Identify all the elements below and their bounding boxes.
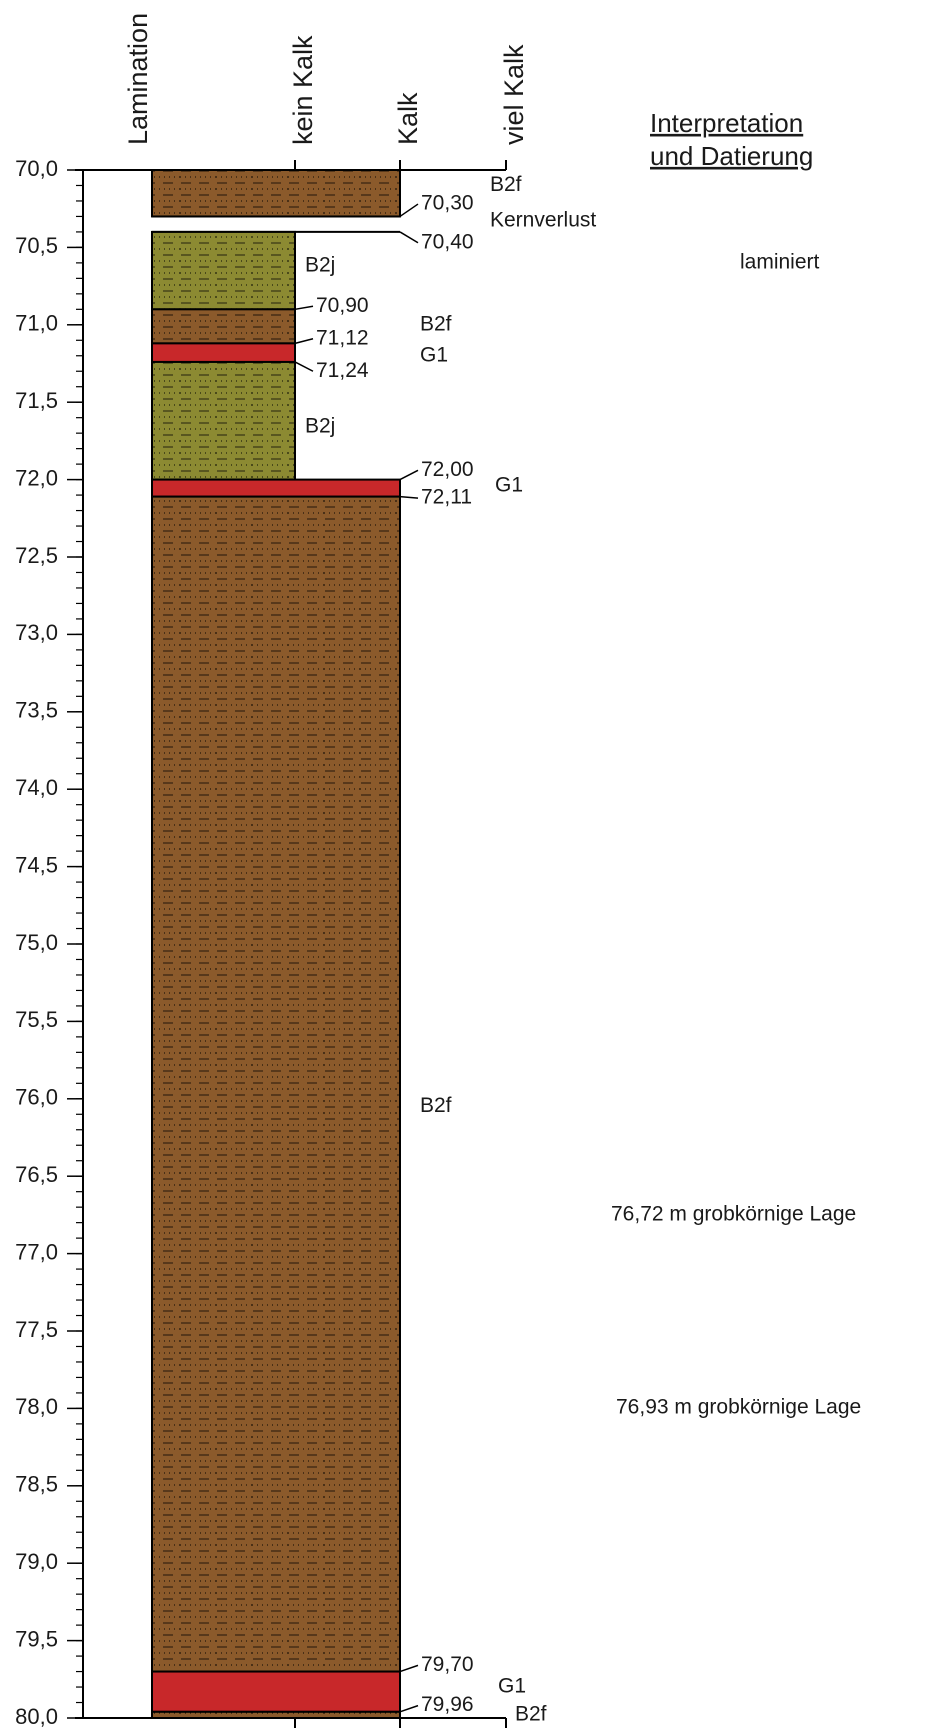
depth-label: 73,5 — [15, 698, 58, 723]
boundary-label: 70,40 — [421, 230, 474, 253]
depth-label: 80,0 — [15, 1704, 58, 1729]
boundary-label: 72,11 — [421, 486, 472, 509]
boundary-leader — [399, 1704, 419, 1713]
depth-label: 71,0 — [15, 311, 58, 336]
column-headers: Lamination kein Kalk Kalk viel Kalk — [123, 13, 529, 145]
depth-label: 71,5 — [15, 388, 58, 413]
layer — [152, 1671, 400, 1712]
column-header: Lamination — [123, 13, 153, 145]
layer-label: B2j — [305, 254, 335, 277]
layer-label: G1 — [498, 1675, 526, 1698]
boundary-leader — [399, 495, 419, 499]
depth-label: 70,0 — [15, 156, 58, 181]
interpretation-note: laminiert — [740, 251, 820, 274]
depth-label: 74,5 — [15, 852, 58, 877]
boundary-leader — [294, 338, 314, 345]
layer-label: Kernverlust — [490, 209, 596, 232]
depth-label: 72,0 — [15, 465, 58, 490]
interpretation-note: 76,93 m grobkörnige Lage — [616, 1396, 861, 1419]
boundary-label: 70,30 — [421, 192, 474, 215]
layer-label: G1 — [420, 343, 448, 366]
boundary-label: 79,96 — [421, 1693, 474, 1716]
boundary-leader — [399, 469, 419, 481]
depth-label: 75,5 — [15, 1007, 58, 1032]
depth-label: 75,0 — [15, 930, 58, 955]
layer-label: B2f — [420, 312, 452, 335]
interpretation-title: und Datierung — [650, 141, 813, 171]
layer-hatch — [152, 170, 400, 217]
layer-label: B2f — [515, 1702, 547, 1725]
boundary-leader — [399, 1664, 419, 1673]
layer-hatch — [152, 309, 295, 344]
boundary-label: 70,90 — [316, 294, 369, 317]
depth-label: 76,0 — [15, 1085, 58, 1110]
interpretation-note: 76,72 m grobkörnige Lage — [611, 1203, 856, 1226]
depth-label: 78,5 — [15, 1472, 58, 1497]
layer-hatch — [152, 496, 400, 1672]
layer — [152, 343, 295, 362]
layer-label: B2f — [420, 1094, 452, 1117]
layer-label: G1 — [495, 473, 523, 496]
boundary-label: 71,12 — [316, 326, 369, 349]
layer-hatch — [152, 361, 295, 480]
depth-label: 78,0 — [15, 1394, 58, 1419]
depth-label: 74,0 — [15, 775, 58, 800]
depth-label: 77,0 — [15, 1239, 58, 1264]
depth-label: 73,0 — [15, 620, 58, 645]
boundary-label: 71,24 — [316, 359, 369, 382]
layer — [152, 479, 400, 497]
layer-label: B2f — [490, 173, 522, 196]
column-header: Kalk — [393, 92, 423, 145]
depth-label: 79,5 — [15, 1626, 58, 1651]
depth-label: 72,5 — [15, 543, 58, 568]
layer — [152, 216, 400, 232]
layer-hatch — [152, 231, 295, 310]
depth-label: 77,5 — [15, 1317, 58, 1342]
depth-label: 70,5 — [15, 233, 58, 258]
boundary-leader — [399, 203, 419, 218]
depth-label: 79,0 — [15, 1549, 58, 1574]
column-header: viel Kalk — [499, 44, 529, 145]
boundary-label: 79,70 — [421, 1653, 474, 1676]
column-header: kein Kalk — [288, 35, 318, 145]
boundary-leader — [399, 231, 419, 244]
layer-label: B2j — [305, 415, 335, 438]
depth-label: 76,5 — [15, 1162, 58, 1187]
boundary-label: 72,00 — [421, 458, 474, 481]
boundary-leader — [294, 361, 314, 372]
interpretation-title: Interpretation — [650, 108, 803, 138]
boundary-leader — [294, 305, 314, 311]
layer-hatch — [152, 1711, 400, 1718]
